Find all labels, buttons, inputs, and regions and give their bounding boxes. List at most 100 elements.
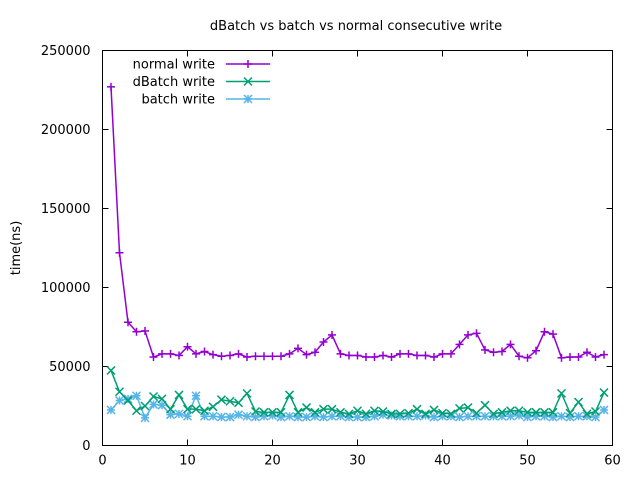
data-point (514, 406, 524, 416)
data-point (157, 394, 167, 404)
legend-label: dBatch write (133, 75, 215, 90)
data-point (301, 412, 312, 422)
marker-stroke (386, 410, 397, 421)
data-point (318, 412, 329, 422)
x-tick-label: 0 (98, 454, 106, 469)
data-point (549, 330, 557, 339)
data-point (294, 344, 302, 353)
data-point (420, 409, 431, 419)
marker-stroke (199, 406, 210, 416)
data-point (472, 329, 481, 338)
marker-stroke (361, 412, 371, 422)
data-point (437, 408, 448, 418)
marker-stroke (446, 409, 456, 419)
marker-stroke (573, 397, 584, 407)
data-point (106, 405, 116, 415)
data-point (386, 409, 397, 419)
y-axis-label: time(ns) (9, 221, 24, 276)
data-point (259, 411, 269, 421)
data-point (267, 407, 278, 417)
marker-stroke (573, 411, 584, 421)
data-point (123, 395, 133, 406)
marker-stroke (429, 412, 439, 422)
data-point (574, 353, 583, 362)
legend-label: normal write (133, 58, 215, 73)
marker-stroke (403, 408, 414, 418)
plot-frame (102, 50, 613, 446)
data-point (318, 404, 329, 414)
marker-stroke (182, 404, 193, 414)
marker-stroke (259, 407, 269, 417)
marker-stroke (539, 411, 550, 421)
data-point (430, 353, 438, 362)
data-point (327, 411, 337, 421)
data-point (141, 326, 149, 335)
marker-stroke (446, 411, 456, 421)
data-point (284, 411, 295, 421)
marker-stroke (463, 403, 473, 413)
data-point (242, 388, 252, 398)
marker-stroke (216, 412, 227, 422)
marker-stroke (174, 409, 184, 419)
y-tick-label: 100000 (41, 281, 91, 296)
marker-stroke (514, 406, 524, 416)
marker-stroke (284, 390, 295, 400)
x-tick-label: 50 (519, 454, 536, 469)
data-point (540, 327, 549, 336)
marker-stroke (480, 400, 490, 410)
marker-stroke (522, 407, 533, 417)
data-point (556, 411, 567, 421)
marker-stroke (497, 411, 507, 421)
data-point (464, 330, 472, 339)
series-normal-write (107, 82, 608, 362)
data-point (522, 407, 533, 417)
marker-stroke (242, 411, 252, 421)
chart-title: dBatch vs batch vs normal consecutive wr… (210, 19, 502, 34)
marker-stroke (488, 409, 499, 419)
marker-stroke (582, 409, 592, 419)
marker-stroke (123, 394, 133, 404)
marker-stroke (293, 407, 303, 417)
data-point (361, 409, 371, 419)
data-point (454, 403, 465, 413)
data-point (149, 353, 158, 362)
data-point (429, 412, 439, 422)
data-point (370, 353, 379, 362)
plot-series (106, 82, 609, 423)
marker-stroke (471, 411, 482, 421)
marker-stroke (386, 409, 397, 419)
data-point (413, 351, 421, 360)
marker-stroke (344, 409, 354, 419)
data-point (497, 411, 507, 421)
data-point (591, 353, 600, 362)
data-point (344, 409, 354, 419)
y-tick-label: 50000 (49, 360, 90, 375)
data-point (123, 394, 133, 404)
data-point (378, 406, 388, 417)
marker-stroke (412, 411, 422, 421)
marker-stroke (123, 395, 133, 406)
marker-stroke (565, 412, 575, 422)
data-point (565, 412, 575, 422)
axes: 0 50000 100000 150000 200000 250000 0 10 20 30 40 5… (41, 44, 621, 469)
data-point (233, 410, 244, 420)
data-point (260, 352, 268, 361)
data-point (259, 407, 269, 417)
data-point (489, 348, 498, 357)
x-tick-label: 10 (179, 454, 196, 469)
legend-item-batch-write: batch write (141, 93, 270, 108)
data-point (582, 409, 592, 419)
data-point (438, 349, 447, 358)
data-point (345, 351, 353, 360)
data-point (293, 407, 303, 417)
data-point (488, 409, 499, 419)
data-point (106, 365, 116, 375)
data-point (131, 391, 142, 401)
data-point (336, 349, 345, 358)
data-point (454, 412, 465, 422)
data-point (379, 351, 387, 360)
marker-stroke (412, 404, 422, 414)
marker-stroke (497, 407, 507, 417)
marker-stroke (208, 411, 218, 421)
